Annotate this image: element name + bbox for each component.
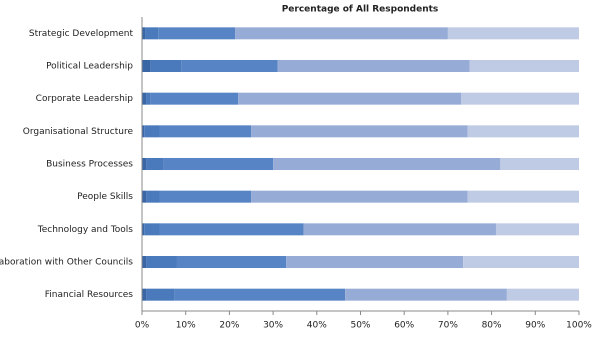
bar-segment bbox=[273, 158, 501, 170]
bar-segment bbox=[142, 158, 147, 170]
bar-segment bbox=[150, 60, 182, 72]
x-tick-label: 80% bbox=[482, 321, 502, 331]
bar-segment bbox=[142, 288, 147, 301]
x-tick-label: 70% bbox=[438, 321, 458, 331]
y-tick-label: Organisational Structure bbox=[23, 127, 134, 137]
x-tick-label: 90% bbox=[525, 321, 545, 331]
y-tick-label: People Skills bbox=[77, 192, 133, 202]
bar-segment bbox=[461, 92, 579, 105]
bar-segment bbox=[303, 223, 496, 236]
bar-segment bbox=[467, 190, 579, 203]
bar-segment bbox=[146, 288, 175, 301]
bar-segment bbox=[163, 158, 274, 170]
bar-segment bbox=[150, 92, 239, 105]
bar-segment bbox=[463, 256, 579, 268]
x-tick-label: 0% bbox=[135, 321, 150, 331]
bar-segment bbox=[159, 223, 304, 236]
bar-segment bbox=[506, 288, 579, 301]
bar-segment bbox=[158, 27, 236, 40]
bar-segment bbox=[469, 60, 579, 72]
bar-segment bbox=[145, 27, 159, 40]
bar-segment bbox=[142, 256, 147, 268]
bar-segment bbox=[146, 256, 177, 268]
x-tick-label: 20% bbox=[219, 321, 239, 331]
y-tick-label: Technology and Tools bbox=[37, 225, 134, 235]
bar-segment bbox=[235, 27, 448, 40]
bar-segment bbox=[238, 92, 462, 105]
x-tick-label: 50% bbox=[350, 321, 370, 331]
x-tick-label: 60% bbox=[394, 321, 414, 331]
bar-segment bbox=[286, 256, 464, 268]
bar-segment bbox=[159, 125, 252, 138]
bar-segment bbox=[142, 60, 151, 72]
bar-segment bbox=[142, 190, 147, 203]
bar-segment bbox=[142, 92, 147, 105]
x-tick-label: 40% bbox=[307, 321, 327, 331]
bar-segment bbox=[467, 125, 579, 138]
bar-segment bbox=[142, 223, 145, 236]
bar-segment bbox=[142, 125, 145, 138]
y-tick-label: Strategic Development bbox=[29, 29, 134, 39]
bar-segment bbox=[146, 190, 160, 203]
bar-segment bbox=[345, 288, 507, 301]
y-tick-label: Political Leadership bbox=[46, 62, 133, 72]
x-tick-label: 10% bbox=[176, 321, 196, 331]
y-tick-label: Business Processes bbox=[46, 160, 133, 170]
y-tick-label: Collaboration with Other Councils bbox=[0, 258, 133, 268]
bar-segment bbox=[146, 92, 151, 105]
bar-segment bbox=[146, 158, 164, 170]
x-tick-label: 100% bbox=[566, 321, 592, 331]
bar-segment bbox=[251, 125, 468, 138]
chart-title: Percentage of All Respondents bbox=[282, 5, 439, 15]
bar-segment bbox=[495, 223, 579, 236]
bar-segment bbox=[176, 256, 287, 268]
x-tick-label: 30% bbox=[263, 321, 283, 331]
bar-segment bbox=[144, 223, 160, 236]
y-tick-label: Financial Resources bbox=[45, 290, 134, 300]
bar-segment bbox=[447, 27, 579, 40]
bar-segment bbox=[159, 190, 252, 203]
bar-segment bbox=[174, 288, 346, 301]
bar-segment bbox=[144, 125, 160, 138]
y-tick-label: Corporate Leadership bbox=[36, 94, 134, 104]
bar-segment bbox=[142, 27, 146, 40]
bar-segment bbox=[251, 190, 468, 203]
bar-segment bbox=[277, 60, 470, 72]
bar-segment bbox=[181, 60, 278, 72]
bar-segment bbox=[500, 158, 579, 170]
